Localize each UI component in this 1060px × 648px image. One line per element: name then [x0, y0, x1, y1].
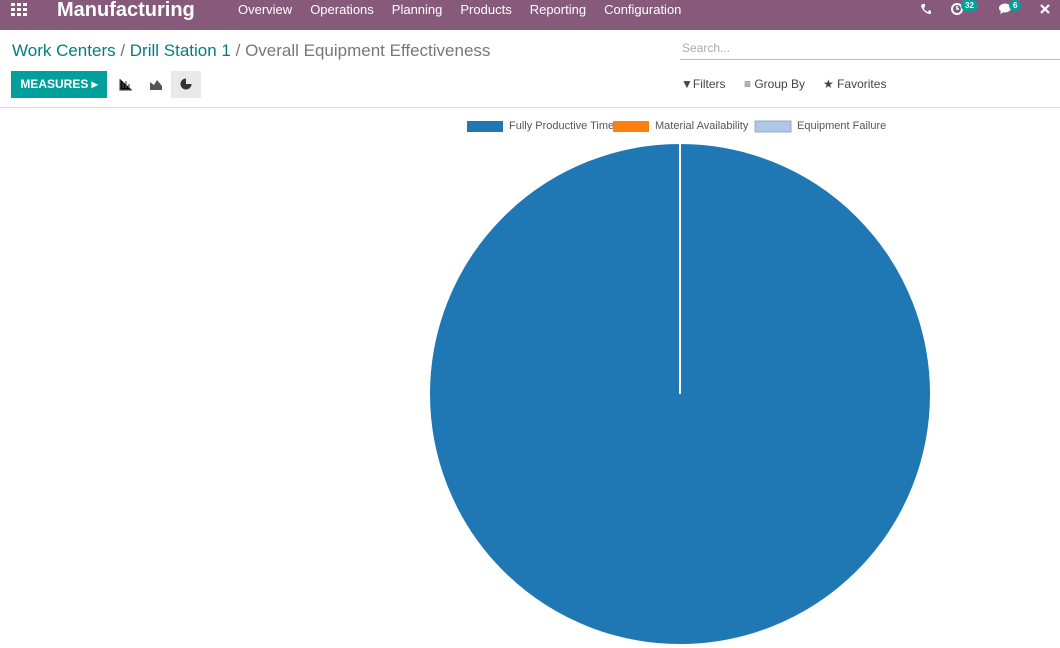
line-view-button[interactable] — [150, 80, 162, 90]
apps-icon[interactable] — [11, 3, 29, 17]
breadcrumb-current: Overall Equipment Effectiveness — [245, 41, 491, 60]
chart: Fully Productive Time Material Availabili… — [428, 120, 932, 647]
breadcrumb: Work Centers / Drill Station 1 / Overall… — [12, 41, 491, 60]
groupby-label: Group By — [754, 77, 806, 91]
menu-item[interactable]: Overview — [238, 2, 293, 17]
activity-badge: 32 — [961, 0, 978, 11]
legend-swatch — [613, 121, 649, 132]
menu: Overview Operations Planning Products Re… — [238, 2, 681, 17]
messages-icon[interactable] — [998, 3, 1012, 15]
groupby-button[interactable]: ≡ Group By — [744, 77, 806, 91]
phone-icon[interactable] — [920, 3, 932, 15]
close-icon[interactable] — [1039, 3, 1051, 15]
measures-button[interactable]: MEASURES ▸ — [11, 71, 107, 98]
menu-item[interactable]: Operations — [310, 2, 374, 17]
menu-item[interactable]: Reporting — [529, 2, 587, 17]
search-placeholder: Search... — [682, 41, 731, 55]
navbar: Manufacturing Overview Operations Planni… — [0, 0, 1060, 30]
favorites-button[interactable]: ★ Favorites — [823, 77, 887, 91]
menu-item[interactable]: Planning — [391, 2, 443, 17]
search-box[interactable]: Search... — [680, 39, 1060, 60]
legend-label: Equipment Failure — [797, 120, 886, 132]
view-switcher — [119, 71, 201, 98]
breadcrumb-link[interactable]: Work Centers — [12, 41, 116, 60]
menu-item[interactable]: Products — [460, 2, 512, 17]
menu-item[interactable]: Configuration — [604, 2, 682, 17]
pie-slice — [428, 141, 932, 647]
app-name[interactable]: Manufacturing — [57, 0, 195, 21]
breadcrumb-link[interactable]: Drill Station 1 — [129, 41, 231, 60]
legend-label: Material Availability — [655, 120, 749, 132]
filters-button[interactable]: ▼Filters — [681, 77, 726, 91]
favorites-label: Favorites — [837, 77, 887, 91]
filters-label: Filters — [692, 77, 726, 91]
legend-swatch — [754, 120, 792, 133]
pie-view-button[interactable] — [180, 77, 193, 90]
separator — [0, 107, 1060, 108]
bar-view-button[interactable] — [119, 79, 132, 91]
messages-badge: 6 — [1009, 0, 1022, 11]
measures-label: MEASURES — [20, 77, 89, 91]
legend-swatch — [467, 121, 503, 132]
legend-label: Fully Productive Time — [509, 120, 614, 132]
